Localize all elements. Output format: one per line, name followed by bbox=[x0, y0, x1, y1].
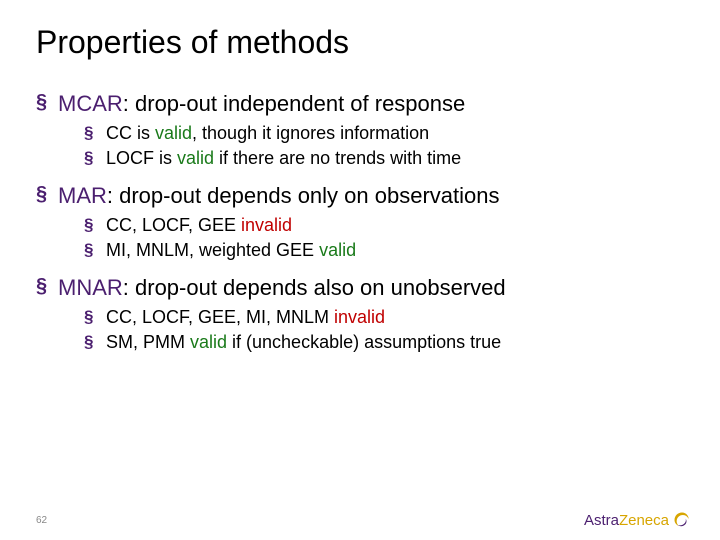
subitem: CC, LOCF, GEE invalid bbox=[84, 213, 684, 238]
brand-logo: AstraZeneca bbox=[584, 510, 692, 530]
sub-pre: CC is bbox=[106, 123, 155, 143]
subitem: LOCF is valid if there are no trends wit… bbox=[84, 146, 684, 171]
page-title: Properties of methods bbox=[36, 24, 684, 61]
sub-pre: LOCF is bbox=[106, 148, 177, 168]
sublist-mnar: CC, LOCF, GEE, MI, MNLM invalid SM, PMM … bbox=[36, 305, 684, 355]
page-number: 62 bbox=[36, 515, 47, 526]
status-valid: valid bbox=[155, 123, 192, 143]
swirl-icon bbox=[672, 510, 692, 530]
status-valid: valid bbox=[319, 240, 356, 260]
logo-zeneca: Zeneca bbox=[619, 512, 669, 529]
bullet-mar: MAR: drop-out depends only on observatio… bbox=[36, 181, 684, 211]
bullet-rest: : drop-out independent of response bbox=[123, 91, 465, 116]
acronym-label: MNAR bbox=[58, 275, 123, 300]
status-invalid: invalid bbox=[334, 307, 385, 327]
subitem: SM, PMM valid if (uncheckable) assumptio… bbox=[84, 330, 684, 355]
bullet-rest: : drop-out depends only on observations bbox=[107, 183, 500, 208]
sublist-mar: CC, LOCF, GEE invalid MI, MNLM, weighted… bbox=[36, 213, 684, 263]
bullet-mnar: MNAR: drop-out depends also on unobserve… bbox=[36, 273, 684, 303]
sub-pre: CC, LOCF, GEE bbox=[106, 215, 241, 235]
acronym-label: MCAR bbox=[58, 91, 123, 116]
acronym-label: MAR bbox=[58, 183, 107, 208]
subitem: CC, LOCF, GEE, MI, MNLM invalid bbox=[84, 305, 684, 330]
sub-pre: SM, PMM bbox=[106, 332, 190, 352]
sub-post: if there are no trends with time bbox=[214, 148, 461, 168]
sublist-mcar: CC is valid, though it ignores informati… bbox=[36, 121, 684, 171]
sub-pre: CC, LOCF, GEE, MI, MNLM bbox=[106, 307, 334, 327]
bullet-mcar: MCAR: drop-out independent of response bbox=[36, 89, 684, 119]
status-invalid: invalid bbox=[241, 215, 292, 235]
logo-text: AstraZeneca bbox=[584, 512, 669, 529]
slide: Properties of methods MCAR: drop-out ind… bbox=[0, 0, 720, 540]
sub-post: if (uncheckable) assumptions true bbox=[227, 332, 501, 352]
status-valid: valid bbox=[190, 332, 227, 352]
status-valid: valid bbox=[177, 148, 214, 168]
bullet-list: MCAR: drop-out independent of response C… bbox=[36, 89, 684, 355]
subitem: MI, MNLM, weighted GEE valid bbox=[84, 238, 684, 263]
sub-pre: MI, MNLM, weighted GEE bbox=[106, 240, 319, 260]
bullet-rest: : drop-out depends also on unobserved bbox=[123, 275, 506, 300]
sub-post: , though it ignores information bbox=[192, 123, 429, 143]
subitem: CC is valid, though it ignores informati… bbox=[84, 121, 684, 146]
logo-astra: Astra bbox=[584, 512, 619, 529]
